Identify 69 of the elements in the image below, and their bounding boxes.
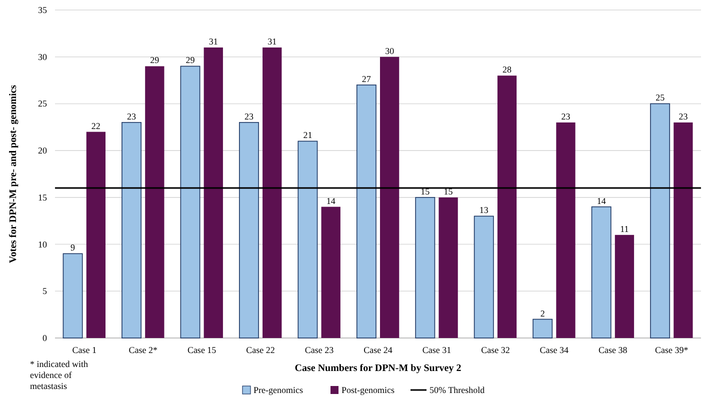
- data-label: 11: [620, 224, 629, 234]
- x-tick-label: Case 24: [364, 345, 393, 355]
- y-axis-title: Votes for DPN-M pre- and post- genomics: [8, 84, 19, 264]
- x-axis-title: Case Numbers for DPN-M by Survey 2: [294, 363, 462, 374]
- x-tick-label: Case 23: [304, 345, 334, 355]
- y-tick-label: 30: [38, 52, 48, 62]
- data-label: 31: [208, 36, 218, 46]
- data-label: 30: [385, 46, 395, 56]
- bar: [556, 122, 576, 338]
- data-label: 22: [91, 120, 100, 131]
- bar: [674, 122, 693, 338]
- y-tick-label: 20: [38, 146, 48, 156]
- y-tick-label: 35: [38, 5, 48, 15]
- bar: [239, 122, 259, 338]
- bar: [180, 66, 200, 338]
- data-label: 9: [70, 242, 76, 253]
- x-tick-label: Case 1: [72, 345, 96, 355]
- x-tick-label: Case 31: [422, 345, 452, 355]
- y-tick-label: 0: [42, 333, 48, 343]
- bar: [380, 56, 400, 338]
- x-tick-label: Case 15: [187, 345, 217, 355]
- y-tick-label: 10: [38, 239, 48, 250]
- data-label: 23: [561, 111, 571, 122]
- bar: [591, 206, 612, 338]
- bar: [532, 318, 553, 338]
- bar: [650, 103, 670, 338]
- y-tick-label: 25: [38, 98, 48, 109]
- legend-label: Pre-genomics: [254, 385, 304, 395]
- data-label: 23: [678, 111, 688, 122]
- bar: [438, 197, 458, 338]
- bar: [62, 253, 83, 338]
- data-label: 15: [420, 186, 430, 196]
- legend-label: Post-genomics: [342, 385, 395, 395]
- bar: [298, 140, 318, 338]
- bar: [145, 66, 164, 338]
- data-label: 29: [186, 55, 196, 66]
- data-label: 23: [244, 111, 254, 122]
- data-label: 13: [479, 205, 489, 216]
- y-tick-label: 15: [38, 192, 48, 202]
- bar: [614, 234, 634, 338]
- bar: [321, 206, 340, 338]
- data-label: 15: [444, 186, 454, 196]
- data-label: 28: [502, 64, 512, 75]
- x-tick-label: Case 39*: [655, 345, 689, 355]
- bar: [262, 47, 282, 338]
- data-label: 25: [656, 92, 666, 103]
- data-label: 23: [127, 111, 137, 122]
- data-label: 29: [150, 55, 160, 66]
- legend-label: 50% Threshold: [430, 385, 486, 395]
- data-label: 27: [362, 74, 372, 84]
- x-tick-label: Case 38: [598, 345, 628, 355]
- bar: [86, 132, 106, 338]
- x-tick-label: Case 32: [481, 345, 510, 355]
- bar: [356, 84, 376, 338]
- bar: [204, 47, 223, 338]
- bar: [415, 197, 436, 338]
- x-tick-label: Case 34: [540, 345, 570, 355]
- bar: [497, 76, 517, 338]
- data-label: 31: [268, 36, 277, 46]
- text: * indicated with evidence of metastasis: [30, 359, 88, 391]
- data-label: 14: [326, 196, 336, 206]
- data-label: 14: [596, 196, 606, 206]
- data-label: 2: [540, 308, 545, 318]
- x-tick-label: Case 2*: [128, 345, 158, 355]
- x-tick-label: Case 22: [246, 345, 275, 355]
- bar: [474, 216, 494, 338]
- y-tick-label: 5: [42, 286, 48, 296]
- data-label: 21: [303, 130, 312, 140]
- bar: [122, 122, 142, 338]
